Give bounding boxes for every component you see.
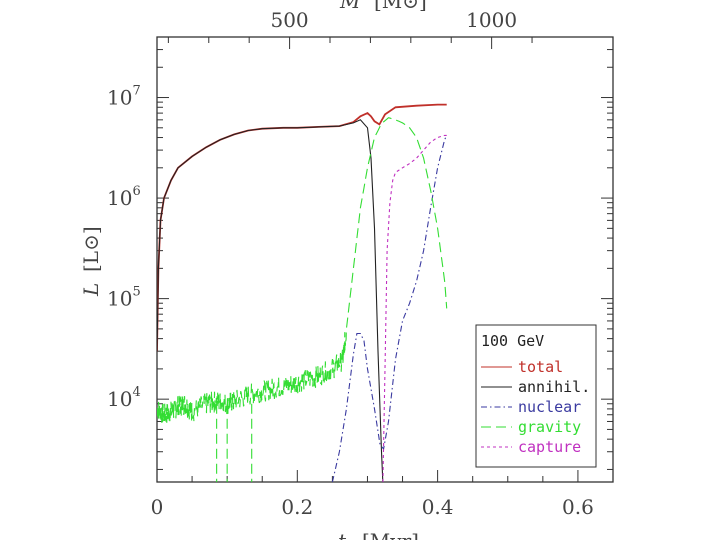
legend-label: nuclear — [518, 398, 581, 416]
legend-entries: total annihil. nuclear gravity capture — [481, 358, 590, 456]
y-tick-exponent: 5 — [132, 285, 140, 300]
x-tick-label: 0.6 — [562, 495, 594, 519]
legend-box — [475, 324, 597, 468]
y-tick-exponent: 6 — [132, 184, 140, 199]
top-axis-title: M [M⊙] — [339, 0, 427, 13]
x-tick-label: 0.2 — [281, 495, 313, 519]
legend-label: gravity — [518, 418, 581, 436]
y-tick-label: 106 — [107, 184, 141, 210]
x-tick-label: 0 — [151, 495, 164, 519]
series-gravity — [157, 117, 448, 423]
top-axis-unit: [M⊙] — [374, 0, 427, 13]
series-annihil — [157, 119, 384, 482]
x-axis-unit: [Myr] — [362, 529, 419, 540]
legend: 100 GeV total annihil. nuclear gravity captu… — [475, 324, 597, 468]
series-layer — [157, 103, 448, 482]
y-tick-label: 105 — [107, 285, 141, 311]
y-tick-label: 104 — [107, 385, 141, 411]
legend-label: total — [518, 358, 563, 376]
plot-frame — [156, 36, 614, 483]
series-capture — [382, 134, 447, 482]
series-total — [157, 103, 447, 352]
top-tick-label: 1000 — [466, 8, 517, 32]
legend-title: 100 GeV — [481, 332, 544, 350]
axis-ticks — [156, 36, 614, 482]
y-axis-unit: [L⊙] — [79, 226, 103, 272]
legend-label: annihil. — [518, 378, 590, 396]
legend-label: capture — [518, 438, 581, 456]
x-axis-label: t — [338, 529, 347, 540]
x-axis-title: t [Myr] — [338, 529, 419, 540]
y-axis-title: L [L⊙] — [79, 226, 103, 297]
x-tick-label: 0.4 — [422, 495, 454, 519]
y-tick-exponent: 7 — [132, 84, 140, 99]
y-tick-label: 107 — [107, 84, 141, 110]
series-nuclear — [331, 135, 448, 482]
y-axis-label: L — [79, 283, 103, 297]
top-axis-label: M — [339, 0, 361, 13]
y-tick-exponent: 4 — [132, 385, 140, 400]
top-tick-label: 500 — [270, 8, 308, 32]
tick-labels: 0 0.2 0.4 0.6 500 1000 104 105 106 107 — [107, 8, 594, 519]
